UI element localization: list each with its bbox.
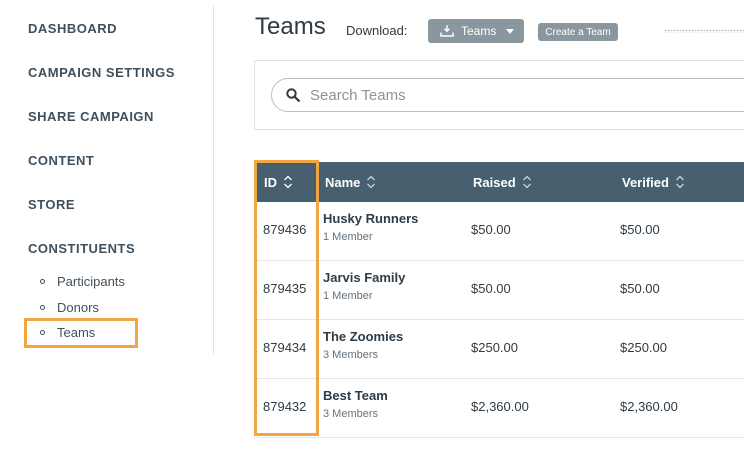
bullet-icon [40,305,45,310]
nav-campaign-settings[interactable]: CAMPAIGN SETTINGS [28,65,175,80]
table-header: ID Name Raised Verified [254,162,744,202]
column-label: Verified [622,174,669,190]
chevron-down-icon [506,28,515,34]
team-member-count: 1 Member [323,290,373,302]
team-id: 879432 [263,399,307,414]
nav-constituents[interactable]: CONSTITUENTS [28,241,136,256]
sidebar-item-label: Donors [57,300,99,315]
sort-arrows-icon [676,175,684,189]
team-name-cell: Husky Runners 1 Member [323,211,418,243]
teams-highlight-box [24,318,138,348]
nav-share-campaign[interactable]: SHARE CAMPAIGN [28,109,154,124]
column-header-raised[interactable]: Raised [473,162,532,202]
column-label: ID [264,174,277,190]
verified-amount: $2,360.00 [620,399,678,414]
sidebar-item-donors[interactable]: Donors [40,300,99,315]
team-name-link[interactable]: Best Team [323,388,388,403]
table-row[interactable]: 879436 Husky Runners 1 Member $50.00 $50… [254,202,744,261]
team-member-count: 3 Members [323,408,379,420]
team-member-count: 1 Member [323,231,373,243]
sidebar-item-label: Teams [57,325,96,340]
team-name-cell: Jarvis Family 1 Member [323,270,405,302]
team-name-cell: The Zoomies 3 Members [323,329,403,361]
sidebar-item-label: Participants [57,274,125,289]
download-tray-icon [440,25,454,37]
raised-amount: $2,360.00 [471,399,529,414]
team-name-link[interactable]: The Zoomies [323,329,404,344]
team-name-cell: Best Team 3 Members [323,388,388,420]
nav-store[interactable]: STORE [28,197,76,212]
team-member-count: 3 Members [323,349,379,361]
sidebar-item-teams[interactable]: Teams [40,325,95,340]
sidebar-divider [213,6,214,354]
bullet-icon [40,330,45,335]
nav-content[interactable]: CONTENT [28,153,95,168]
nav-dashboard[interactable]: DASHBOARD [28,21,117,36]
decorative-dotted-line [664,29,744,33]
bullet-icon [40,279,45,284]
download-teams-button[interactable]: Teams [428,19,524,43]
sidebar-item-participants[interactable]: Participants [40,274,125,289]
verified-amount: $250.00 [620,340,667,355]
raised-amount: $50.00 [471,281,511,296]
search-icon [286,88,300,102]
create-team-button[interactable]: Create a Team [538,23,618,41]
download-label: Download: [346,23,408,38]
table-row[interactable]: 879434 The Zoomies 3 Members $250.00 $25… [254,320,744,379]
team-id: 879435 [263,281,307,296]
sort-arrows-icon [284,175,292,189]
team-id: 879434 [263,340,307,355]
column-label: Name [325,174,361,190]
column-header-verified[interactable]: Verified [622,162,685,202]
team-name-link[interactable]: Jarvis Family [323,270,406,285]
search-box[interactable] [271,78,744,112]
table-row[interactable]: 879432 Best Team 3 Members $2,360.00 $2,… [254,379,744,438]
verified-amount: $50.00 [620,281,660,296]
column-header-name[interactable]: Name [325,162,376,202]
search-panel [254,60,744,130]
download-button-label: Teams [461,24,497,38]
sidebar: DASHBOARD CAMPAIGN SETTINGS SHARE CAMPAI… [0,0,214,452]
raised-amount: $50.00 [471,222,511,237]
sort-arrows-icon [367,175,376,189]
raised-amount: $250.00 [471,340,518,355]
table-row[interactable]: 879435 Jarvis Family 1 Member $50.00 $50… [254,261,744,320]
verified-amount: $50.00 [620,222,660,237]
id-column-highlight-box [254,160,319,436]
sort-arrows-icon [522,175,531,189]
team-name-link[interactable]: Husky Runners [323,211,419,226]
page-title: Teams [255,13,326,40]
column-label: Raised [473,174,516,190]
column-header-id[interactable]: ID [264,162,293,202]
team-id: 879436 [263,222,307,237]
search-input[interactable] [310,86,710,104]
